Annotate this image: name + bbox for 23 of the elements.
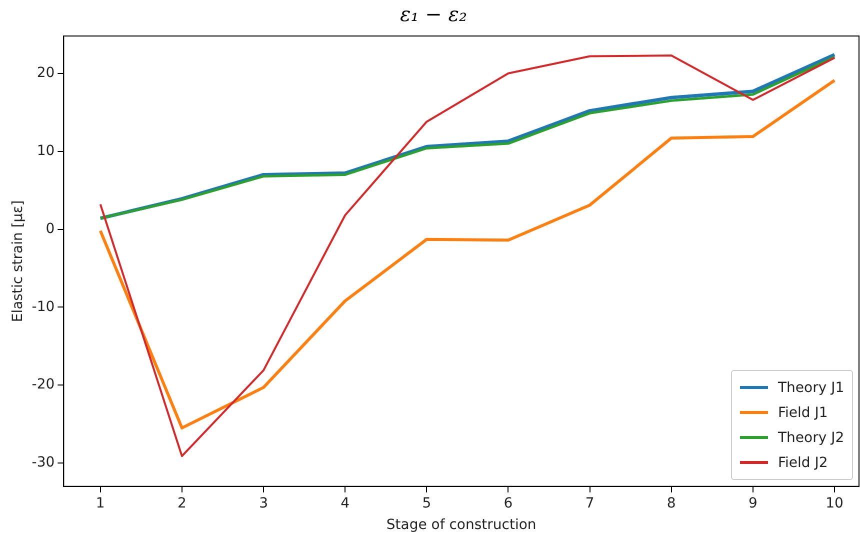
- x-tick-label: 7: [585, 495, 594, 512]
- x-tick-label: 10: [826, 495, 844, 512]
- x-tick-label: 2: [177, 495, 186, 512]
- legend-label: Theory J2: [778, 430, 844, 446]
- x-tick-label: 4: [340, 495, 350, 512]
- legend-label: Field J2: [778, 454, 828, 471]
- x-tick-label: 3: [259, 495, 268, 512]
- y-tick-label: -30: [32, 454, 55, 471]
- y-tick-label: -20: [32, 376, 55, 393]
- x-tick-label: 8: [666, 495, 676, 512]
- y-tick-label: 20: [36, 65, 55, 82]
- x-tick-label: 5: [422, 495, 432, 512]
- x-axis-title: Stage of construction: [386, 517, 536, 534]
- x-tick-label: 1: [96, 495, 105, 512]
- legend-label: Theory J1: [778, 380, 844, 396]
- chart-title: ε₁ − ε₂: [400, 2, 467, 26]
- y-tick-label: 0: [46, 220, 55, 237]
- y-tick-label: 10: [36, 142, 55, 159]
- y-axis-title: Elastic strain [με]: [10, 200, 26, 322]
- y-tick-label: -10: [32, 298, 55, 315]
- legend-label: Field J1: [778, 404, 828, 421]
- x-tick-label: 6: [504, 495, 513, 512]
- x-tick-label: 9: [748, 495, 758, 512]
